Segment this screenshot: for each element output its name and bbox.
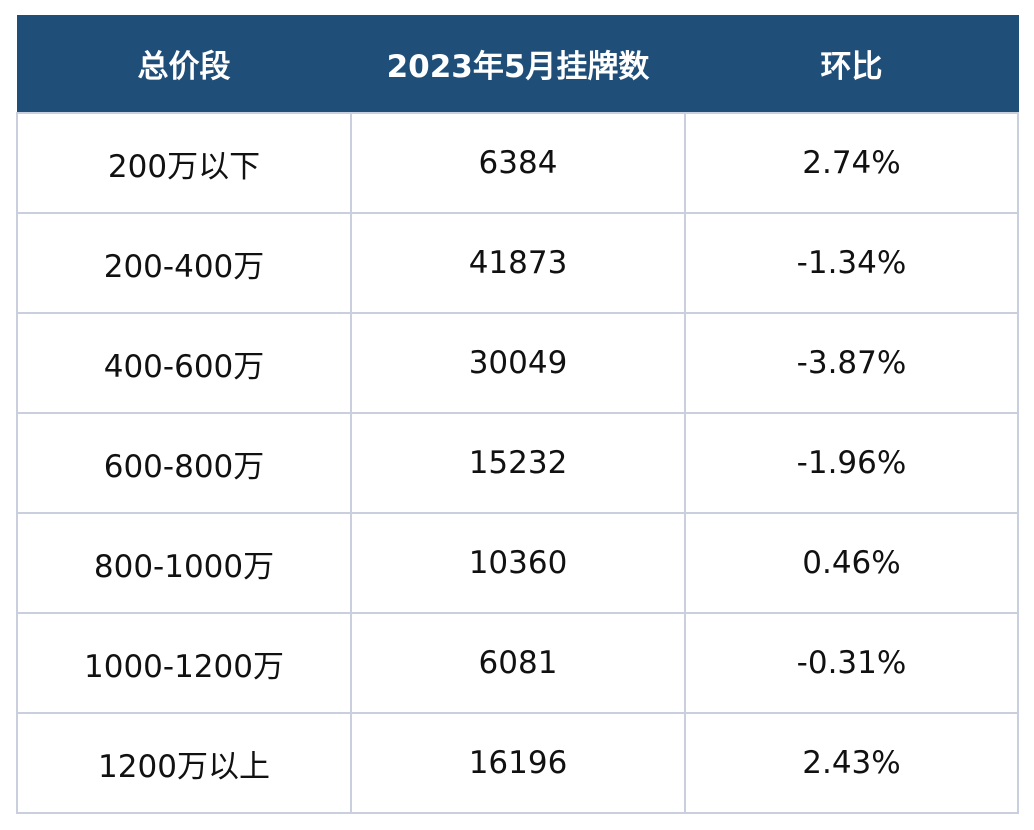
cell-mom-change: -1.96% <box>684 412 1019 514</box>
table-row: 800-1000万 10360 0.46% <box>16 512 1019 614</box>
cell-price-range: 600-800万 <box>16 412 352 514</box>
table-row: 1000-1200万 6081 -0.31% <box>16 612 1019 714</box>
cell-price-range: 200-400万 <box>16 212 352 314</box>
cell-listing-count: 10360 <box>350 512 686 614</box>
cell-listing-count: 16196 <box>350 712 686 814</box>
table-body: 200万以下 6384 2.74% 200-400万 41873 -1.34% … <box>16 112 1019 814</box>
cell-mom-change: -3.87% <box>684 312 1019 414</box>
header-row: 总价段 2023年5月挂牌数 环比 <box>16 15 1019 113</box>
table-row: 400-600万 30049 -3.87% <box>16 312 1019 414</box>
listing-table: 总价段 2023年5月挂牌数 环比 200万以下 6384 2.74% 200-… <box>16 15 1019 814</box>
cell-listing-count: 15232 <box>350 412 686 514</box>
cell-price-range: 200万以下 <box>16 112 352 214</box>
cell-listing-count: 41873 <box>350 212 686 314</box>
cell-mom-change: 2.43% <box>684 712 1019 814</box>
cell-price-range: 800-1000万 <box>16 512 352 614</box>
cell-mom-change: -1.34% <box>684 212 1019 314</box>
cell-listing-count: 6081 <box>350 612 686 714</box>
listing-table-container: 总价段 2023年5月挂牌数 环比 200万以下 6384 2.74% 200-… <box>16 15 1019 814</box>
table-header: 总价段 2023年5月挂牌数 环比 <box>16 15 1019 113</box>
header-price-range: 总价段 <box>16 15 352 113</box>
cell-listing-count: 6384 <box>350 112 686 214</box>
cell-mom-change: 0.46% <box>684 512 1019 614</box>
table-row: 1200万以上 16196 2.43% <box>16 712 1019 814</box>
cell-mom-change: -0.31% <box>684 612 1019 714</box>
table-row: 200万以下 6384 2.74% <box>16 112 1019 214</box>
cell-listing-count: 30049 <box>350 312 686 414</box>
table-row: 600-800万 15232 -1.96% <box>16 412 1019 514</box>
cell-price-range: 1200万以上 <box>16 712 352 814</box>
cell-price-range: 1000-1200万 <box>16 612 352 714</box>
table-row: 200-400万 41873 -1.34% <box>16 212 1019 314</box>
cell-price-range: 400-600万 <box>16 312 352 414</box>
header-mom-change: 环比 <box>684 15 1019 113</box>
cell-mom-change: 2.74% <box>684 112 1019 214</box>
header-listing-count: 2023年5月挂牌数 <box>350 15 686 113</box>
